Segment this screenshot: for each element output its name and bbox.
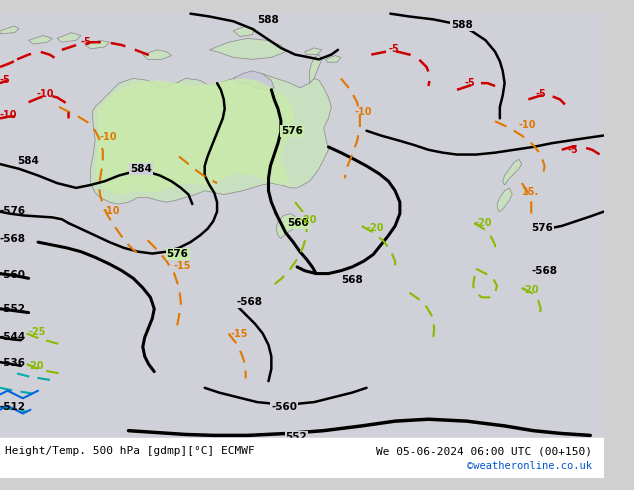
Text: -560: -560 <box>0 270 26 280</box>
Text: 560: 560 <box>288 218 309 228</box>
Text: -10: -10 <box>354 106 372 117</box>
Text: -568: -568 <box>531 266 557 275</box>
Text: 584: 584 <box>17 156 39 166</box>
Text: -568: -568 <box>0 234 26 244</box>
Polygon shape <box>209 38 286 59</box>
Text: -15: -15 <box>173 261 191 271</box>
Text: -560: -560 <box>271 402 297 412</box>
Text: -10: -10 <box>100 132 117 142</box>
Text: 552: 552 <box>286 432 307 442</box>
Text: -15: -15 <box>230 329 248 340</box>
Text: -568: -568 <box>236 297 262 307</box>
Text: -10: -10 <box>0 110 18 121</box>
Text: -20: -20 <box>300 215 318 225</box>
Text: -5: -5 <box>81 37 92 47</box>
Text: -25: -25 <box>29 327 46 338</box>
Text: We 05-06-2024 06:00 UTC (00+150): We 05-06-2024 06:00 UTC (00+150) <box>376 446 592 457</box>
Text: 576: 576 <box>167 249 188 259</box>
Polygon shape <box>91 74 332 204</box>
Text: -20: -20 <box>474 218 491 228</box>
Polygon shape <box>143 50 171 59</box>
Text: -5: -5 <box>465 78 476 88</box>
Text: -512: -512 <box>0 402 26 412</box>
Polygon shape <box>233 71 274 90</box>
Text: Height/Temp. 500 hPa [gdmp][°C] ECMWF: Height/Temp. 500 hPa [gdmp][°C] ECMWF <box>5 446 254 457</box>
Text: -20: -20 <box>366 223 384 233</box>
Text: -5: -5 <box>0 75 11 85</box>
Polygon shape <box>0 26 19 34</box>
Polygon shape <box>95 78 295 195</box>
Text: -5: -5 <box>389 44 399 54</box>
Text: ©weatheronline.co.uk: ©weatheronline.co.uk <box>467 461 592 471</box>
Text: -10: -10 <box>519 120 536 130</box>
Text: -576: -576 <box>0 206 26 216</box>
Text: 588: 588 <box>257 15 279 25</box>
Text: 576: 576 <box>531 223 553 233</box>
Polygon shape <box>326 55 341 62</box>
Text: 568: 568 <box>341 275 363 285</box>
Text: 584: 584 <box>131 164 152 173</box>
Text: -10: -10 <box>36 90 54 99</box>
Polygon shape <box>86 40 110 49</box>
Polygon shape <box>233 26 255 36</box>
Text: -5: -5 <box>535 90 546 99</box>
Text: 15.: 15. <box>522 187 539 196</box>
Polygon shape <box>309 54 322 83</box>
Polygon shape <box>305 48 322 54</box>
Text: -10: -10 <box>103 206 120 216</box>
Bar <box>0 438 604 478</box>
Polygon shape <box>57 33 81 42</box>
Polygon shape <box>497 188 512 212</box>
Text: -536: -536 <box>0 358 26 368</box>
Text: -552: -552 <box>0 304 26 314</box>
Polygon shape <box>29 36 53 44</box>
Text: -20: -20 <box>27 361 44 371</box>
Text: -5: -5 <box>567 145 578 155</box>
Text: -20: -20 <box>522 285 540 294</box>
Text: 576: 576 <box>281 125 303 136</box>
Text: 588: 588 <box>451 20 473 30</box>
Text: -544: -544 <box>0 332 26 342</box>
Polygon shape <box>503 159 522 185</box>
Polygon shape <box>276 214 297 238</box>
